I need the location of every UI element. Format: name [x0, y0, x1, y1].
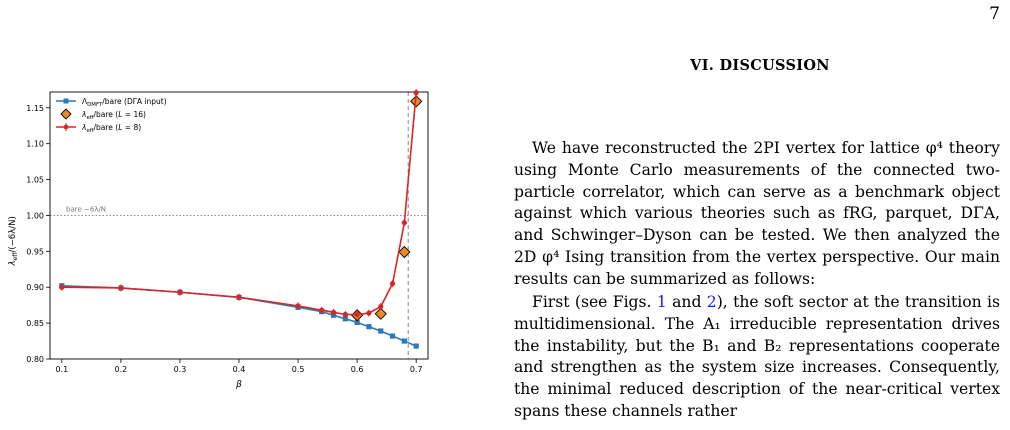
paragraph-2-text-a: First (see Figs. — [532, 293, 657, 311]
series-point-circle — [330, 309, 337, 315]
paragraph-2: First (see Figs. 1 and 2), the soft sect… — [514, 292, 1000, 423]
series-point-diamond — [374, 307, 387, 320]
series-point-circle — [236, 294, 242, 300]
series-point-circle — [319, 307, 325, 313]
x-axis-label: β — [235, 380, 242, 390]
x-tick-label: 0.6 — [351, 365, 364, 374]
series-point-circle — [295, 303, 301, 309]
legend-marker-diamond — [60, 108, 72, 120]
legend-marker-square — [63, 98, 69, 104]
figure-ref-link[interactable]: 1 — [656, 293, 667, 311]
series-point-square — [401, 338, 407, 344]
paragraph-2-text-b: and — [666, 293, 707, 311]
x-tick-label: 0.1 — [55, 365, 68, 374]
series-point-circle — [59, 284, 65, 290]
y-axis-label: λeff/(−6λ/N) — [8, 216, 19, 266]
y-tick-label: 0.95 — [26, 247, 44, 256]
series-point-circle — [342, 311, 348, 318]
x-tick-label: 0.4 — [233, 365, 246, 374]
series-point-circle — [389, 281, 396, 287]
series-point-square — [366, 324, 372, 330]
series-point-circle — [177, 289, 183, 295]
paragraph-1: We have reconstructed the 2PI vertex for… — [514, 139, 1000, 288]
series-point-square — [342, 316, 348, 322]
section-heading: VI. DISCUSSION — [690, 57, 830, 74]
x-tick-label: 0.7 — [410, 365, 423, 374]
paragraph-2-text-c: ), the soft sector at the transition is … — [514, 293, 1000, 420]
y-tick-label: 0.90 — [26, 283, 44, 292]
y-tick-label: 1.15 — [26, 104, 44, 113]
x-tick-label: 0.2 — [115, 365, 128, 374]
series-point-circle — [413, 90, 419, 96]
series-point-circle — [354, 311, 360, 318]
series-line-2 — [61, 92, 417, 316]
series-point-circle — [401, 220, 407, 226]
legend-marker-circle — [63, 124, 69, 130]
y-tick-label: 0.80 — [26, 355, 44, 364]
series-point-diamond — [398, 245, 411, 259]
y-tick-label: 0.85 — [26, 319, 44, 328]
series-point-circle — [118, 285, 124, 291]
figure-ref-link[interactable]: 2 — [706, 293, 717, 311]
series-point-circle — [378, 304, 384, 310]
series-point-square — [389, 333, 396, 339]
y-tick-label: 1.05 — [26, 176, 44, 185]
reference-line-label: bare −6λ/N — [66, 205, 106, 213]
series-point-square — [413, 343, 419, 349]
legend-entry-1: λeff/bare (L = 16) — [81, 110, 146, 121]
series-point-square — [354, 319, 360, 325]
figure: bare −6λ/N 0.1 0.2 0.3 0.4 0.5 0.6 0.7 0.80 0.85 0… — [0, 86, 440, 402]
x-tick-label: 0.3 — [174, 365, 187, 374]
series-point-circle — [366, 310, 372, 316]
legend-entry-2: λeff/bare (L = 8) — [81, 123, 141, 134]
plot-frame — [49, 91, 429, 360]
page-number: 7 — [989, 4, 1000, 24]
y-tick-label: 1.00 — [26, 211, 44, 220]
x-tick-label: 0.5 — [292, 365, 305, 374]
chart-svg: bare −6λ/N 0.1 0.2 0.3 0.4 0.5 0.6 0.7 0.80 0.85 0… — [8, 89, 429, 390]
series-point-square — [378, 328, 384, 334]
legend-entry-0: ΛDMFT/bare (DΓA input) — [82, 97, 167, 108]
y-tick-label: 1.10 — [26, 140, 44, 149]
